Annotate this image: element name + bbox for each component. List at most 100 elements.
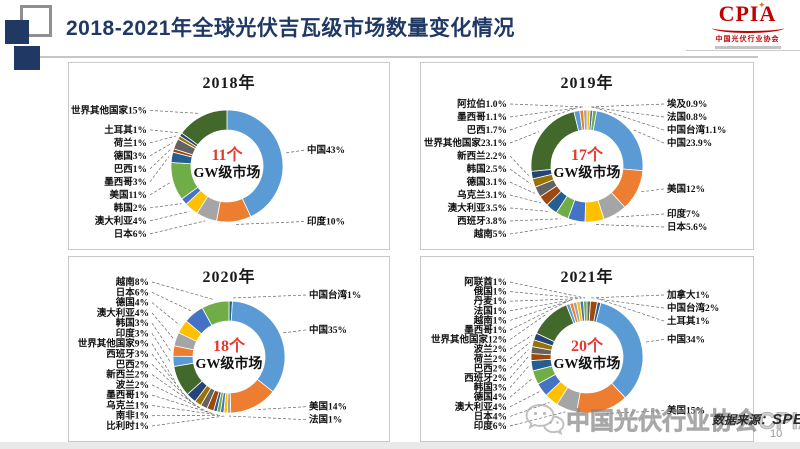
leader-line [509, 301, 568, 331]
slice-label: 世界其他国家12% [431, 334, 507, 346]
page-title: 2018-2021年全球光伏吉瓦级市场数量变化情况 [66, 17, 515, 40]
chart-title: 2021年 [560, 269, 614, 286]
slice-label: 阿联酋1% [464, 276, 507, 288]
slice-label: 乌克兰1% [106, 399, 149, 411]
slice-label: 巴西2% [474, 363, 507, 374]
leader-line [599, 299, 665, 322]
slice-label: 墨西哥1% [464, 325, 507, 336]
donut-slice [535, 304, 575, 343]
leader-line [595, 224, 665, 228]
slice-label: 日本4% [474, 410, 507, 422]
logo-arc [711, 23, 784, 33]
leader-line [509, 103, 586, 108]
slice-label: 阿拉伯1.0% [457, 98, 507, 110]
slice-label: 印度6% [474, 420, 507, 432]
slice-label: 中国43% [307, 144, 345, 156]
logo-subtext: 中国光伏行业协会 [715, 36, 780, 43]
leader-line [151, 333, 171, 362]
slice-label: 墨西哥1% [106, 390, 149, 401]
leader-line [151, 374, 203, 410]
leader-line [149, 220, 206, 235]
slice-label: 美国11% [109, 189, 147, 201]
leader-line [639, 188, 665, 193]
slice-label: 澳大利亚4% [455, 401, 507, 413]
slice-label: 印度10% [307, 216, 345, 228]
slice-label: 巴西1% [114, 164, 147, 175]
slice-label: 法国1% [474, 305, 507, 317]
data-source-prefix: 数据来源： [712, 413, 773, 427]
leader-line [588, 294, 665, 299]
slice-label: 印度3% [116, 327, 149, 339]
logo-star-icon: ✦ [758, 0, 766, 10]
slice-label: 世界其他国家23.1% [424, 137, 507, 149]
leader-line [228, 415, 307, 421]
slice-label: 波兰2% [474, 343, 507, 355]
leader-line [509, 334, 533, 350]
leader-line [151, 312, 174, 339]
bottom-edge-strip [0, 442, 800, 449]
donut-slice [530, 111, 580, 172]
slice-label: 新西兰2.2% [457, 150, 507, 162]
slice-label: 德国4% [116, 297, 149, 309]
leader-line [151, 302, 180, 326]
leader-line [509, 281, 586, 299]
logo-text: CPIA [718, 1, 777, 26]
slice-label: 德国3% [114, 150, 147, 162]
leader-line [509, 378, 533, 398]
slice-label: 美国15% [666, 405, 705, 417]
donut-slice [595, 302, 644, 399]
slice-label: 印度7% [667, 208, 700, 220]
slice-label: 法国0.8% [667, 111, 707, 123]
logo-subtext-en-bar [714, 46, 781, 49]
leader-line [149, 182, 171, 196]
leader-line [509, 194, 542, 204]
slice-label: 韩国2.5% [467, 163, 507, 175]
leader-line [509, 391, 540, 408]
leader-line [151, 384, 210, 413]
leader-line [644, 338, 665, 343]
leader-line [282, 329, 307, 334]
leader-line [595, 107, 665, 131]
slice-label: 加拿大1% [666, 289, 710, 301]
slice-label: 荷兰2% [473, 353, 507, 365]
slice-label: 澳大利亚3.5% [448, 202, 507, 214]
slice-label: 德国4% [474, 391, 507, 403]
slice-label: 南非1% [116, 410, 149, 422]
decoration-navy-square-2 [14, 46, 40, 70]
slice-label: 巴西1.7% [467, 125, 507, 136]
slice-label: 中国23.9% [667, 137, 712, 149]
chart-title: 2019年 [560, 75, 614, 92]
data-source: 数据来源：SPE [712, 411, 800, 428]
slice-label: 世界其他国家9% [78, 338, 149, 350]
donut-chart-2018: 世界其他国家15% 土耳其1%荷兰1%德国3% 巴西1% 墨西哥3%美国11%韩国2%… [71, 104, 345, 239]
leader-line [151, 322, 171, 351]
slice-label: 波兰2% [116, 379, 149, 391]
slice-label: 俄国1% [473, 286, 507, 298]
leader-line [151, 291, 192, 312]
chart-panel-2020: 越南8% 日本6% 德国4% 澳大利亚4% 韩国3% 印度3% 世界其他国家9% 西班牙3% 巴… [68, 256, 390, 442]
donut-slice [226, 109, 284, 218]
slice-label: 中国34% [667, 333, 705, 345]
slice-label: 德国3.1% [467, 176, 507, 188]
leader-line [509, 131, 540, 144]
leader-line [509, 349, 529, 369]
leader-line [509, 365, 529, 388]
leader-line [509, 168, 532, 185]
slice-label: 越南5% [473, 228, 507, 240]
leader-line [509, 313, 547, 340]
slice-label: 土耳其1% [667, 315, 710, 327]
watermark-text: 中国光伏行业协会CPIA [566, 408, 800, 436]
leader-line [151, 394, 215, 415]
leader-line [151, 364, 197, 407]
header-divider [40, 56, 758, 58]
slice-label: 埃及0.9% [667, 98, 707, 110]
leader-line [255, 406, 307, 411]
leader-line [509, 223, 576, 235]
leader-line [509, 106, 582, 118]
donut-chart-2019: 阿拉伯1.0% 墨西哥1.1% 巴西1.7%世界其他国家23.1%新西兰2.2%韩国… [424, 98, 727, 240]
slice-label: 巴西2% [116, 359, 149, 370]
leader-line [509, 107, 577, 131]
slice-label: 西班牙2% [464, 372, 507, 384]
slice-label: 日本5.6% [667, 221, 707, 233]
